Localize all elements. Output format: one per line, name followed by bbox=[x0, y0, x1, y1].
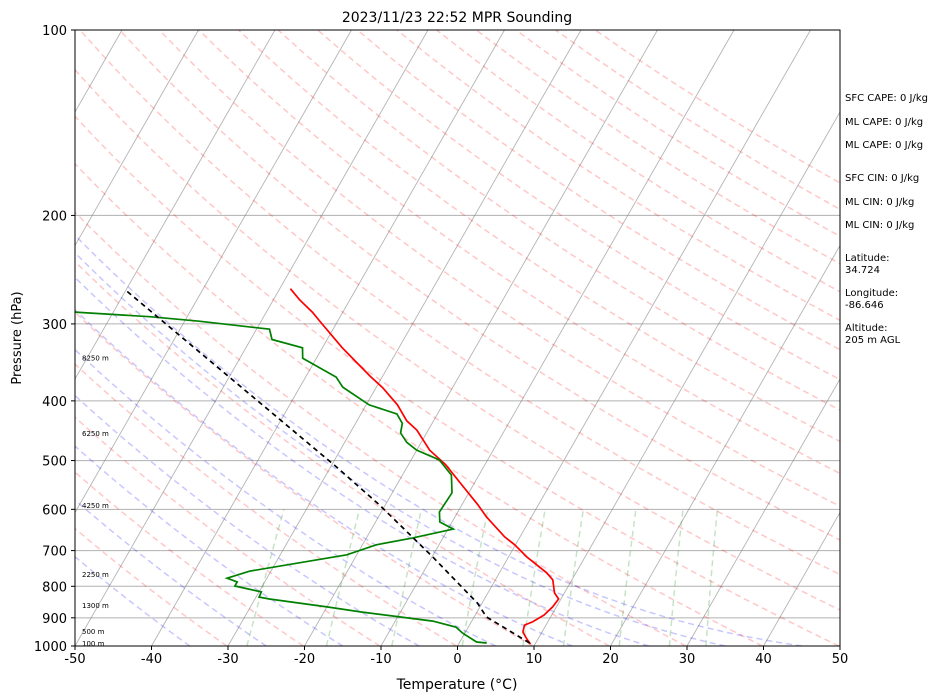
dry-adiabat-line bbox=[75, 527, 228, 646]
sfc-cin: SFC CIN: 0 J/kg bbox=[845, 173, 920, 184]
y-tick-label: 500 bbox=[42, 455, 67, 470]
mixing-ratio-line bbox=[522, 509, 546, 646]
chart-title: 2023/11/23 22:52 MPR Sounding bbox=[342, 10, 572, 26]
moist-adiabat-line bbox=[75, 499, 267, 646]
dry-adiabat-line bbox=[75, 471, 304, 646]
dry-adiabat-line bbox=[75, 311, 534, 646]
temperature-profile-line bbox=[289, 288, 560, 645]
latitude-label: Latitude: bbox=[845, 253, 890, 264]
dry-adiabat-line bbox=[75, 68, 840, 611]
x-tick-label: 0 bbox=[453, 652, 461, 667]
isotherm-line bbox=[686, 378, 840, 646]
moist-adiabat-line bbox=[75, 251, 726, 646]
isotherm-line bbox=[75, 30, 276, 380]
dry-adiabat-line bbox=[75, 416, 381, 646]
x-tick-label: -50 bbox=[64, 652, 85, 667]
height-label: 1300 m bbox=[82, 602, 109, 610]
isotherm-line bbox=[75, 30, 352, 514]
height-label: 4250 m bbox=[82, 502, 109, 510]
height-label: 8250 m bbox=[82, 354, 109, 362]
dewpoint-profile-line bbox=[75, 311, 487, 644]
parcel-profile-line bbox=[125, 290, 531, 644]
altitude-value: 205 m AGL bbox=[845, 335, 901, 346]
x-tick-label: 50 bbox=[832, 652, 849, 667]
dry-adiabat-line bbox=[356, 30, 840, 351]
height-label: 100 m bbox=[82, 640, 105, 648]
x-tick-label: -40 bbox=[141, 652, 162, 667]
x-tick-label: -20 bbox=[294, 652, 315, 667]
x-axis-ticks: -50 -40 -30 -20 -10 0 10 20 30 40 50 bbox=[64, 646, 848, 667]
height-label: 2250 m bbox=[82, 571, 109, 579]
mixing-ratio-line bbox=[391, 509, 423, 646]
x-tick-label: 40 bbox=[755, 652, 772, 667]
longitude-label: Longitude: bbox=[845, 288, 899, 299]
ml-cape: ML CAPE: 0 J/kg bbox=[845, 117, 924, 128]
moist-adiabat-line bbox=[75, 234, 802, 646]
height-labels: 8250 m 6250 m 4250 m 2250 m 1300 m 500 m 100 m bbox=[82, 354, 109, 648]
isotherm-line bbox=[304, 30, 658, 646]
x-axis-label: Temperature (°C) bbox=[396, 677, 518, 693]
isotherm-line bbox=[227, 30, 582, 646]
isotherm-line bbox=[763, 511, 840, 646]
x-tick-label: -10 bbox=[370, 652, 391, 667]
ml-cape-2: ML CAPE: 0 J/kg bbox=[845, 140, 924, 151]
ml-cin: ML CIN: 0 J/kg bbox=[845, 197, 915, 208]
x-tick-label: 30 bbox=[679, 652, 696, 667]
mixing-ratio-line bbox=[461, 509, 489, 646]
sfc-cape: SFC CAPE: 0 J/kg bbox=[845, 93, 928, 104]
longitude-value: -86.646 bbox=[845, 300, 884, 311]
x-tick-label: 20 bbox=[602, 652, 619, 667]
y-tick-label: 100 bbox=[42, 24, 67, 39]
y-tick-label: 200 bbox=[42, 209, 67, 224]
mixing-ratio-line bbox=[325, 509, 361, 646]
y-tick-label: 300 bbox=[42, 318, 67, 333]
y-tick-label: 400 bbox=[42, 395, 67, 410]
height-label: 6250 m bbox=[82, 430, 109, 438]
y-axis-label: Pressure (hPa) bbox=[10, 291, 25, 384]
x-tick-label: -30 bbox=[217, 652, 238, 667]
plot-frame bbox=[74, 29, 841, 647]
dry-adiabat-line bbox=[75, 115, 840, 646]
mixing-ratio-line bbox=[668, 509, 684, 646]
reference-lines bbox=[75, 30, 840, 646]
dry-adiabat-line bbox=[158, 30, 840, 508]
y-tick-label: 1000 bbox=[34, 640, 67, 655]
moist-adiabat-line bbox=[75, 348, 497, 646]
dry-adiabat-line bbox=[75, 211, 687, 646]
dry-adiabat-line bbox=[75, 260, 610, 646]
moist-adiabat-line bbox=[75, 394, 420, 646]
isotherm-line bbox=[533, 111, 840, 646]
isotherm-line bbox=[610, 244, 840, 646]
isotherm-line bbox=[151, 30, 505, 646]
y-axis-ticks: 100 200 300 400 500 600 700 800 900 1000 bbox=[34, 24, 75, 655]
isotherm-line bbox=[457, 30, 811, 646]
dry-adiabat-line bbox=[396, 30, 840, 322]
y-tick-label: 800 bbox=[42, 580, 67, 595]
height-label: 500 m bbox=[82, 628, 105, 636]
latitude-value: 34.724 bbox=[845, 265, 880, 276]
dry-adiabat-line bbox=[237, 30, 840, 443]
ml-cin-2: ML CIN: 0 J/kg bbox=[845, 220, 915, 231]
altitude-label: Altitude: bbox=[845, 323, 888, 334]
mixing-ratio-line bbox=[246, 509, 285, 646]
y-tick-label: 600 bbox=[42, 503, 67, 518]
mixing-ratio-line bbox=[618, 509, 637, 646]
x-tick-label: 10 bbox=[526, 652, 543, 667]
y-tick-label: 700 bbox=[42, 545, 67, 560]
y-tick-label: 900 bbox=[42, 612, 67, 627]
dry-adiabat-line bbox=[198, 30, 840, 475]
mixing-ratio-line bbox=[705, 509, 719, 646]
dry-adiabat-line bbox=[75, 162, 763, 646]
isotherm-line bbox=[75, 30, 429, 646]
sounding-series bbox=[75, 288, 560, 645]
dry-adiabat-line bbox=[75, 363, 457, 646]
moist-adiabat-line bbox=[75, 308, 573, 646]
moist-adiabat-line bbox=[75, 276, 650, 646]
isotherm-line bbox=[380, 30, 735, 646]
mixing-ratio-line bbox=[562, 509, 585, 646]
isotherm-line bbox=[75, 30, 199, 247]
moist-adiabat-line bbox=[75, 555, 191, 646]
moist-adiabat-line bbox=[75, 445, 344, 646]
